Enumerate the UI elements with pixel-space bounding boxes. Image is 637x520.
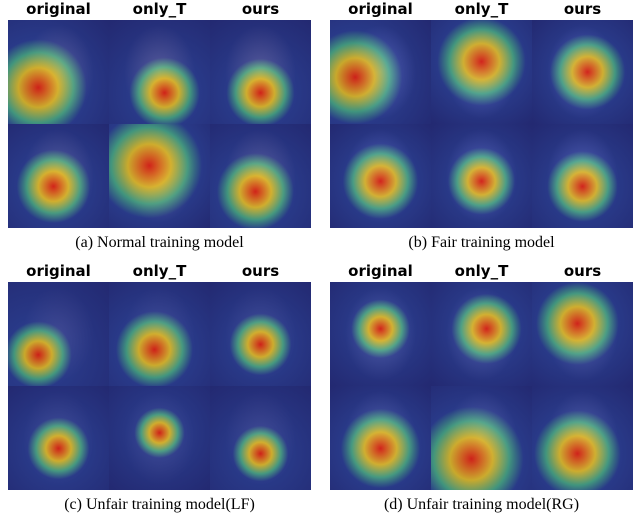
heatmap-image [8, 386, 109, 490]
heatmap-image [532, 282, 633, 386]
column-header: only_T [109, 262, 210, 280]
column-header: original [330, 262, 431, 280]
heatmap-image [330, 282, 431, 386]
image-grid [8, 20, 311, 228]
heatmap-image [8, 282, 109, 386]
heatmap-image [431, 20, 532, 124]
heatmap-image [210, 282, 311, 386]
column-header: only_T [109, 0, 210, 18]
heatmap-image [210, 124, 311, 228]
heatmap-image [431, 282, 532, 386]
column-header: only_T [431, 0, 532, 18]
heatmap-image [210, 20, 311, 124]
column-header: ours [210, 262, 311, 280]
heatmap-image [8, 20, 109, 124]
heatmap-image [532, 20, 633, 124]
heatmap-image [532, 124, 633, 228]
heatmap-image [532, 386, 633, 490]
caption: (d) Unfair training model(RG) [330, 496, 633, 514]
caption: (a) Normal training model [8, 234, 311, 252]
heatmap-image [109, 20, 210, 124]
heatmap-image [109, 282, 210, 386]
caption: (c) Unfair training model(LF) [8, 496, 311, 514]
column-header: original [8, 262, 109, 280]
heatmap-image [330, 20, 431, 124]
image-grid [330, 282, 633, 490]
figure: originalonly_Tours(a) Normal training mo… [0, 0, 637, 520]
heatmap-image [109, 386, 210, 490]
heatmap-image [330, 386, 431, 490]
heatmap-image [431, 124, 532, 228]
caption: (b) Fair training model [330, 234, 633, 252]
heatmap-image [210, 386, 311, 490]
column-header: only_T [431, 262, 532, 280]
column-header: ours [532, 0, 633, 18]
column-header: original [8, 0, 109, 18]
column-header: ours [532, 262, 633, 280]
heatmap-image [8, 124, 109, 228]
heatmap-image [431, 386, 532, 490]
image-grid [8, 282, 311, 490]
column-header: original [330, 0, 431, 18]
image-grid [330, 20, 633, 228]
heatmap-image [109, 124, 210, 228]
column-header: ours [210, 0, 311, 18]
heatmap-image [330, 124, 431, 228]
